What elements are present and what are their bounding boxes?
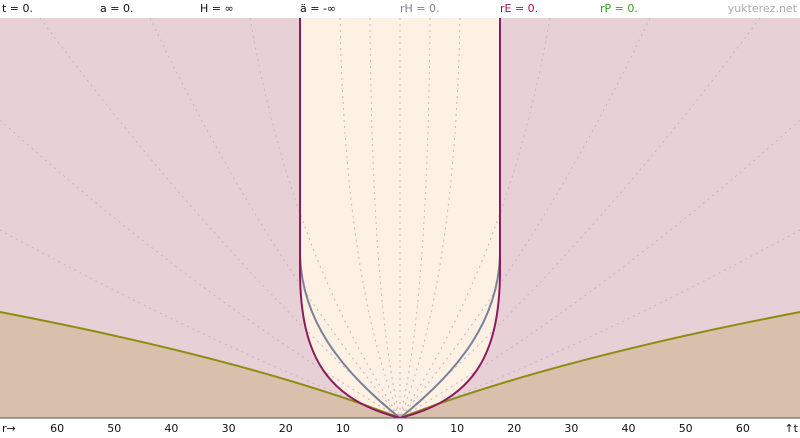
axis-tick-label: 50 <box>107 422 121 435</box>
site-label: yukterez.net <box>728 2 798 15</box>
bottom-bar <box>0 418 800 438</box>
label-a: a = 0. <box>100 2 133 15</box>
label-rp: rP = 0. <box>600 2 638 15</box>
label-t: t = 0. <box>2 2 33 15</box>
axis-start: r→ <box>2 422 16 435</box>
lower-region <box>0 312 800 418</box>
axis-tick-label: 40 <box>622 422 636 435</box>
label-h: H = ∞ <box>200 2 234 15</box>
axis-tick-label: 60 <box>736 422 750 435</box>
axis-tick-label: 10 <box>336 422 350 435</box>
label-rh: rH = 0. <box>400 2 440 15</box>
axis-end: ↑t <box>784 422 798 435</box>
axis-tick-label: 60 <box>50 422 64 435</box>
label-acc: ä = -∞ <box>300 2 336 15</box>
axis-tick-label: 10 <box>450 422 464 435</box>
dotted-grid <box>0 17 800 419</box>
top-bar <box>0 0 800 18</box>
axis-tick-label: 40 <box>164 422 178 435</box>
axis-tick-label: 0 <box>397 422 404 435</box>
axis-tick-label: 50 <box>679 422 693 435</box>
axis-tick-label: 30 <box>222 422 236 435</box>
axis-tick-label: 20 <box>279 422 293 435</box>
label-re: rE = 0. <box>500 2 538 15</box>
axis-tick-label: 30 <box>564 422 578 435</box>
axis-tick-label: 20 <box>507 422 521 435</box>
